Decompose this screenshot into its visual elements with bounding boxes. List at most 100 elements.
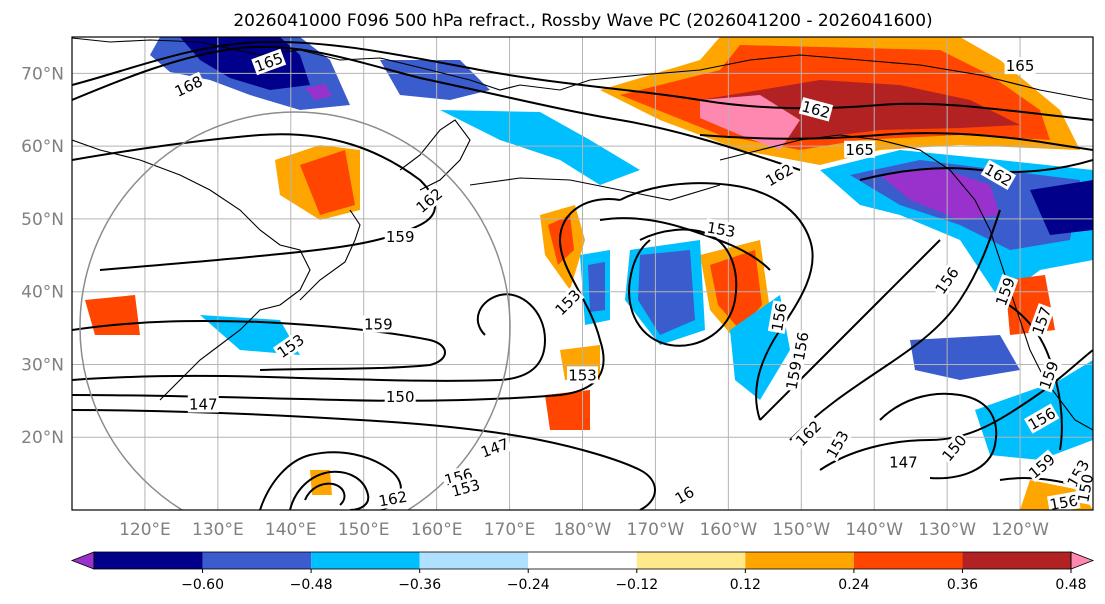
- contour-label-group: 147: [887, 453, 919, 472]
- contour-label-group: 159: [362, 315, 394, 333]
- contour-label-group: 162: [376, 487, 410, 510]
- colorbar-tick-label: −0.36: [398, 577, 441, 593]
- contour-label: 159: [386, 228, 415, 246]
- contour-label-background: [362, 315, 394, 333]
- colorbar-box: [853, 552, 963, 569]
- contour-label-background: [251, 48, 287, 76]
- colorbar-box: [94, 552, 203, 569]
- longitude-label: 170°E: [484, 520, 536, 540]
- map-frame: [71, 36, 1094, 511]
- negative-anomaly-region: [588, 262, 605, 312]
- colorbar-box: [528, 552, 637, 569]
- contour-label-background: [272, 330, 309, 362]
- height-contour: [859, 159, 1093, 181]
- height-contour: [619, 182, 814, 421]
- contour-label-group: 165: [251, 48, 287, 76]
- contour-label-background: [937, 430, 971, 466]
- contour-label-background: [789, 329, 812, 363]
- contour-label: 156: [768, 301, 791, 332]
- contour-label-background: [1028, 303, 1055, 339]
- negative-anomaly-region: [638, 250, 695, 335]
- colorbar: −0.60 −0.48 −0.36 −0.24 −0.12 0.12 0.24 0.36 0.4…: [70, 551, 1095, 593]
- negative-anomaly-region: [975, 360, 1093, 460]
- contour-label-background: [384, 388, 416, 406]
- height-contour: [72, 198, 621, 402]
- contour-label-group: 156: [789, 329, 813, 363]
- positive-anomaly-region: [300, 150, 355, 215]
- height-contour: [879, 392, 998, 480]
- figure-title: 2026041000 F096 500 hPa refract., Rossby…: [233, 11, 932, 31]
- colorbar-tick-label: −0.24: [507, 577, 550, 593]
- contour-label: 150: [386, 388, 415, 406]
- contour-label: 165: [1006, 57, 1035, 75]
- contour-label-background: [761, 159, 797, 190]
- positive-anomaly-region: [85, 295, 140, 335]
- contour-label-background: [844, 140, 876, 158]
- contour-label-group: 159: [782, 358, 805, 393]
- contour-label-background: [791, 416, 826, 451]
- negative-anomaly-region: [380, 60, 490, 100]
- colorbar-tick-label: 0.24: [838, 577, 869, 593]
- contour-label-group: 153: [704, 218, 738, 241]
- positive-anomaly-region: [545, 390, 590, 430]
- negative-anomaly-region: [440, 110, 640, 185]
- height-contour: [72, 319, 446, 371]
- contour-label-background: [1024, 449, 1059, 483]
- latitude-label: 40°N: [21, 283, 64, 303]
- contour-label-background: [1074, 471, 1093, 505]
- great-circle-ring: [79, 111, 511, 510]
- height-contour: [72, 409, 656, 510]
- contour-label-background: [1004, 57, 1036, 75]
- colorbar-box: [419, 552, 529, 569]
- contour-label-group: 147: [187, 395, 219, 413]
- height-contour: [289, 470, 370, 510]
- height-contour: [72, 293, 547, 382]
- colorbar-tick-label: 0.12: [730, 577, 761, 593]
- colorbar-tick-label: 0.48: [1055, 577, 1086, 593]
- contour-label-background: [704, 218, 738, 241]
- contour-label-background: [782, 358, 805, 393]
- coastline-kamchatka: [399, 119, 471, 191]
- contour-label-background: [887, 453, 919, 471]
- height-contour: [72, 45, 801, 171]
- contour-label-background: [567, 366, 598, 384]
- contour-label-group: 150: [384, 388, 416, 406]
- negative-anomaly-region: [910, 335, 1020, 380]
- latitude-label: 70°N: [21, 64, 64, 84]
- contour-label-background: [448, 475, 483, 500]
- gridlines: [72, 37, 1093, 510]
- contour-label-group: 165: [844, 140, 876, 159]
- coastline-aleutians: [469, 177, 721, 201]
- latitude-label: 50°N: [21, 210, 64, 230]
- colorbar-outline: [93, 551, 1072, 570]
- colorbar-boxes: [70, 551, 1095, 570]
- contour-label: 147: [189, 395, 218, 413]
- contour-label: 150: [1074, 473, 1097, 504]
- coastline-arctic: [859, 59, 1093, 101]
- contour-label-background: [411, 183, 447, 217]
- contour-label-group: 156: [767, 300, 791, 334]
- positive-anomaly-region: [700, 95, 800, 150]
- contour-label: 153: [568, 366, 597, 384]
- latitude-label: 60°N: [21, 137, 64, 157]
- height-contour: [699, 132, 1093, 151]
- contour-label-background: [980, 159, 1017, 190]
- colorbar-max-extension: [1070, 551, 1095, 570]
- contour-label-background: [822, 426, 853, 462]
- longitude-label: 150°E: [338, 520, 390, 540]
- contour-label: 156: [1048, 491, 1079, 514]
- contour-label-background: [187, 395, 219, 413]
- contour-label: 147: [889, 454, 918, 472]
- longitude-label: 180°W: [554, 520, 612, 540]
- coastline-alaska: [719, 134, 1021, 321]
- latitude-label: 20°N: [21, 428, 64, 448]
- contour-label-group: 150: [937, 430, 971, 466]
- contour-label-group: 162: [761, 159, 797, 190]
- longitude-label: 130°E: [192, 520, 244, 540]
- contour-label-background: [376, 487, 410, 510]
- contour-label-background: [930, 262, 963, 299]
- longitude-label: 120°E: [119, 520, 171, 540]
- latitude-label: 30°N: [21, 355, 64, 375]
